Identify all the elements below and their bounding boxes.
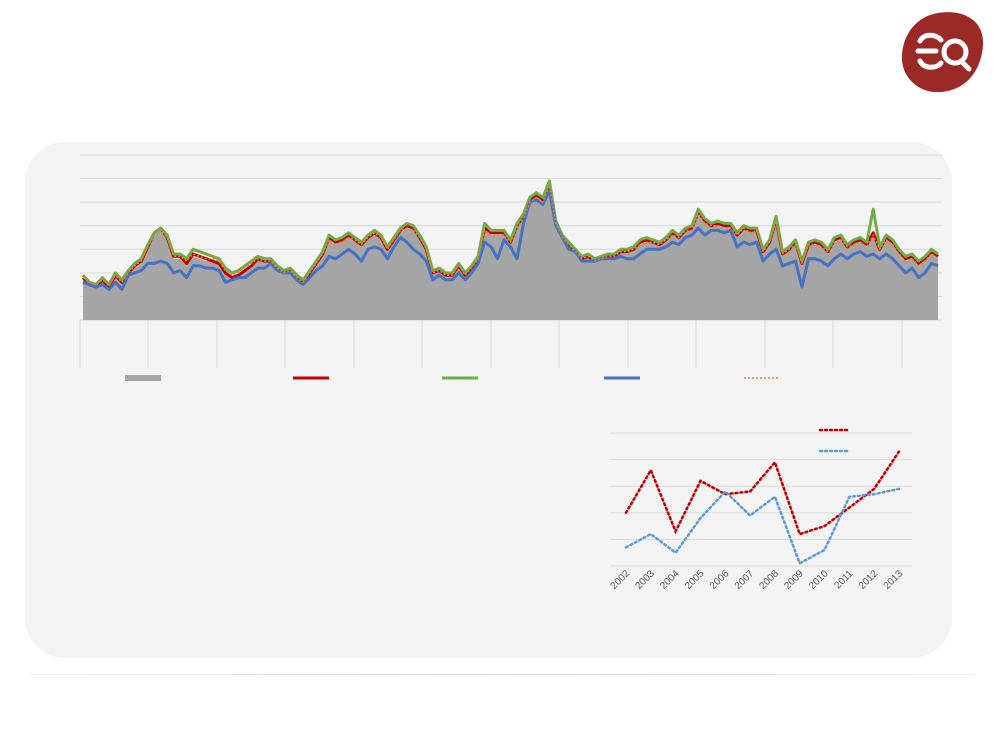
x-tick-label: 2010 — [807, 568, 831, 592]
annual-series-line-1 — [624, 487, 901, 566]
x-tick-label: 2006 — [708, 568, 732, 592]
x-tick-label: 2011 — [832, 568, 855, 591]
x-tick-label: 2002 — [609, 568, 633, 592]
series-area-0 — [83, 185, 938, 320]
series-line-3 — [82, 188, 939, 291]
x-tick-label: 2013 — [882, 568, 906, 592]
series-line-2 — [81, 179, 939, 287]
main-area-chart — [79, 154, 942, 381]
logo-q-tail — [958, 58, 972, 72]
x-tick-label: 2003 — [633, 568, 657, 592]
series-line-4 — [82, 184, 939, 286]
x-tick-label: 2012 — [857, 568, 881, 592]
legend-swatch-area — [125, 375, 161, 381]
x-tick-label: 2008 — [758, 568, 782, 592]
annual-line-chart: 2002 2003 2004 2005 2006 2007 2008 2009 2010 2011… — [609, 428, 912, 592]
logo-e-glyph — [915, 32, 944, 70]
eq-logo — [901, 12, 984, 93]
x-tick-label: 2004 — [658, 568, 682, 592]
x-tick-label: 2007 — [733, 568, 757, 592]
footer-divider — [30, 674, 975, 675]
annual-series-line-0 — [624, 450, 901, 536]
logo-q-glyph — [941, 38, 969, 66]
x-tick-label: 2009 — [782, 568, 806, 592]
x-tick-label: 2005 — [683, 568, 707, 592]
